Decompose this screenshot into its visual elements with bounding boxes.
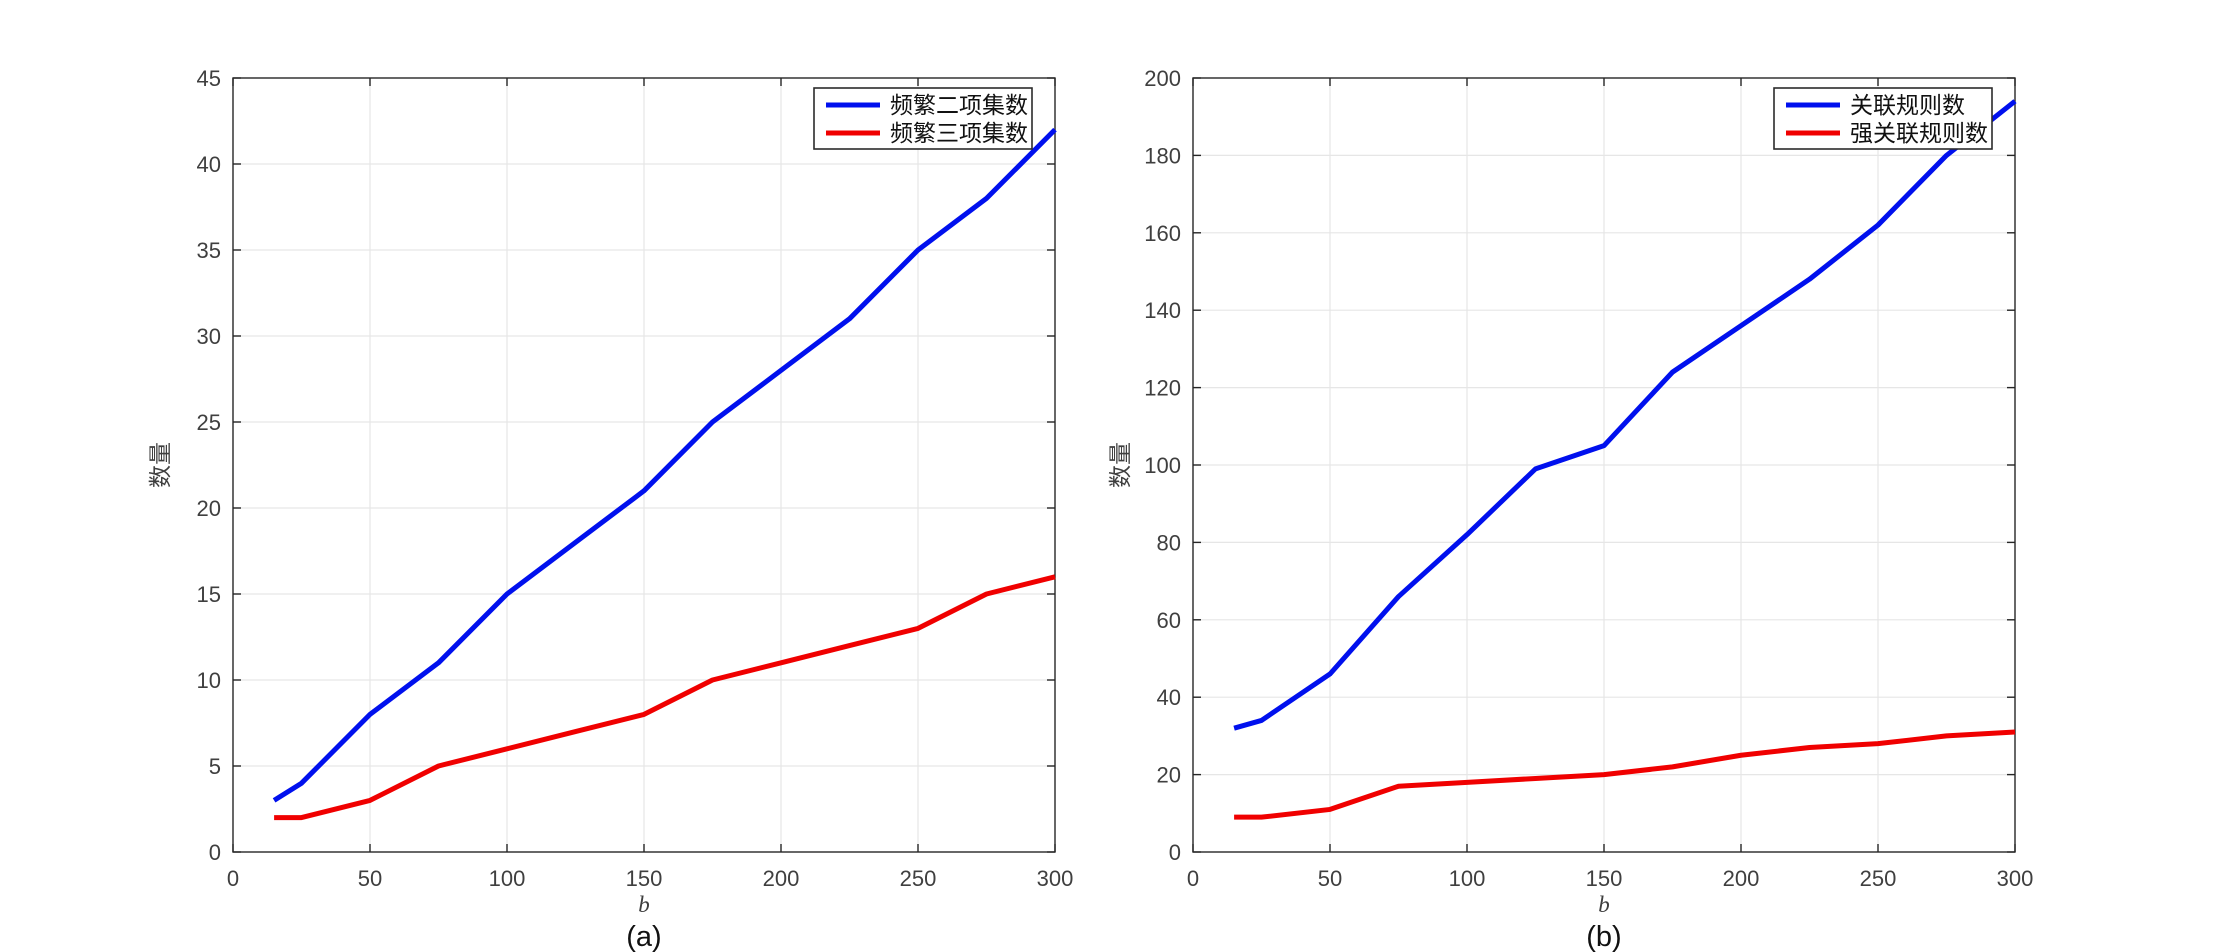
- y-tick-labels-b: 0 20 40 60 80 100 120 140 160 180 200: [1144, 66, 1181, 865]
- y-tick-labels-a: 0 5 10 15 20 25 30 35 40 45: [197, 66, 221, 865]
- y-tick-label: 25: [197, 410, 221, 435]
- x-tick-label: 50: [1318, 866, 1342, 891]
- legend-box: [813, 87, 1033, 150]
- y-tick-label: 35: [197, 238, 221, 263]
- series-line-red-a: [274, 574, 1056, 821]
- y-tick-label: 10: [197, 668, 221, 693]
- y-axis-label: 数量: [1108, 442, 1133, 488]
- y-tick-label: 45: [197, 66, 221, 91]
- y-tick-label: 20: [197, 496, 221, 521]
- series-line-red-b: [1234, 729, 2016, 820]
- x-axis-label: b: [1598, 892, 1610, 917]
- series-line-blue-a: [272, 127, 1057, 803]
- y-tick-label: 20: [1157, 763, 1181, 788]
- x-tick-label: 250: [1860, 866, 1897, 891]
- legend-label: 关联规则数: [1850, 93, 1965, 118]
- y-tick-label: 40: [197, 152, 221, 177]
- chart-a: 0 50 100 150 200 250 300 0 5 10 15 20 25 30 35 40 45 数量 b (…: [148, 66, 1073, 952]
- y-tick-label: 0: [209, 840, 221, 865]
- x-tick-label: 300: [1037, 866, 1074, 891]
- y-tick-label: 100: [1144, 453, 1181, 478]
- panel-label: (b): [1586, 921, 1621, 952]
- legend-label: 频繁二项集数: [890, 93, 1028, 118]
- series-line-blue-b: [1233, 99, 2017, 731]
- tick-marks-a: [232, 77, 1056, 853]
- x-tick-label: 50: [358, 866, 382, 891]
- y-tick-label: 180: [1144, 143, 1181, 168]
- y-tick-label: 80: [1157, 530, 1181, 555]
- x-tick-label: 100: [1449, 866, 1486, 891]
- y-axis-label: 数量: [148, 442, 173, 488]
- panel-label: (a): [626, 921, 661, 952]
- x-tick-label: 100: [489, 866, 526, 891]
- x-tick-label: 150: [1586, 866, 1623, 891]
- tick-marks-b: [1192, 77, 2016, 853]
- y-tick-label: 140: [1144, 298, 1181, 323]
- y-tick-label: 30: [197, 324, 221, 349]
- x-tick-labels-a: 0 50 100 150 200 250 300: [227, 866, 1073, 891]
- x-tick-label: 300: [1997, 866, 2034, 891]
- x-axis-label: b: [638, 892, 650, 917]
- y-tick-label: 5: [209, 754, 221, 779]
- grid-a: [233, 78, 1055, 852]
- y-tick-label: 15: [197, 582, 221, 607]
- x-tick-label: 0: [1187, 866, 1199, 891]
- y-tick-label: 60: [1157, 608, 1181, 633]
- x-tick-label: 200: [763, 866, 800, 891]
- y-tick-label: 0: [1169, 840, 1181, 865]
- y-tick-label: 200: [1144, 66, 1181, 91]
- x-tick-label: 250: [900, 866, 937, 891]
- legend-box: [1773, 87, 1993, 150]
- chart-b: 0 50 100 150 200 250 300 0 20 40 60 80 100 120 140 160 1…: [1108, 66, 2033, 952]
- x-tick-label: 200: [1723, 866, 1760, 891]
- x-tick-label: 0: [227, 866, 239, 891]
- y-tick-label: 40: [1157, 685, 1181, 710]
- y-tick-label: 160: [1144, 221, 1181, 246]
- x-tick-label: 150: [626, 866, 663, 891]
- legend-label: 强关联规则数: [1850, 121, 1988, 146]
- y-tick-label: 120: [1144, 376, 1181, 401]
- legend-label: 频繁三项集数: [890, 121, 1028, 146]
- x-tick-labels-b: 0 50 100 150 200 250 300: [1187, 866, 2033, 891]
- grid-b: [1193, 78, 2015, 852]
